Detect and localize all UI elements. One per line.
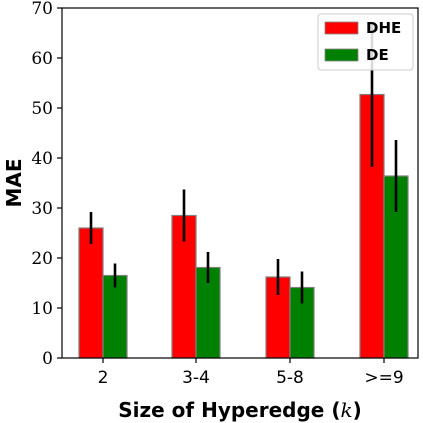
x-axis-label-end: ): [353, 398, 362, 422]
x-axis: 2 3-4 5-8 >=9: [98, 358, 404, 388]
y-tick-label-60: 60: [31, 49, 53, 69]
legend-label-de: DE: [366, 46, 389, 64]
x-tick-label-3: 5-8: [276, 368, 304, 388]
legend-swatch-de: [324, 48, 359, 62]
y-tick-label-30: 30: [31, 199, 53, 219]
x-axis-label-variable: k: [340, 398, 352, 422]
x-tick-label-4: >=9: [364, 368, 403, 388]
x-axis-label: Size of Hyperedge (k): [118, 398, 361, 422]
x-tick-label-1: 2: [98, 368, 109, 388]
y-tick-label-70: 70: [31, 0, 53, 19]
x-axis-label-text: Size of Hyperedge (: [118, 398, 340, 422]
y-axis-label: MAE: [2, 158, 26, 207]
legend: DHE DE: [317, 13, 414, 71]
y-axis: 0 10 20 30 40 50 60 70: [31, 0, 62, 369]
y-tick-label-50: 50: [31, 99, 53, 119]
y-tick-label-20: 20: [31, 249, 53, 269]
legend-label-dhe: DHE: [366, 19, 401, 37]
y-tick-label-10: 10: [31, 299, 53, 319]
bar-de-2: [195, 266, 221, 359]
bar-de-1: [102, 274, 128, 359]
bar-dhe-1: [78, 227, 104, 359]
y-tick-label-40: 40: [31, 149, 53, 169]
x-tick-label-2: 3-4: [182, 368, 210, 388]
plot-frame: [61, 7, 419, 359]
y-tick-label-0: 0: [42, 349, 53, 369]
legend-swatch-dhe: [324, 21, 359, 35]
bars-layer: [78, 93, 409, 359]
